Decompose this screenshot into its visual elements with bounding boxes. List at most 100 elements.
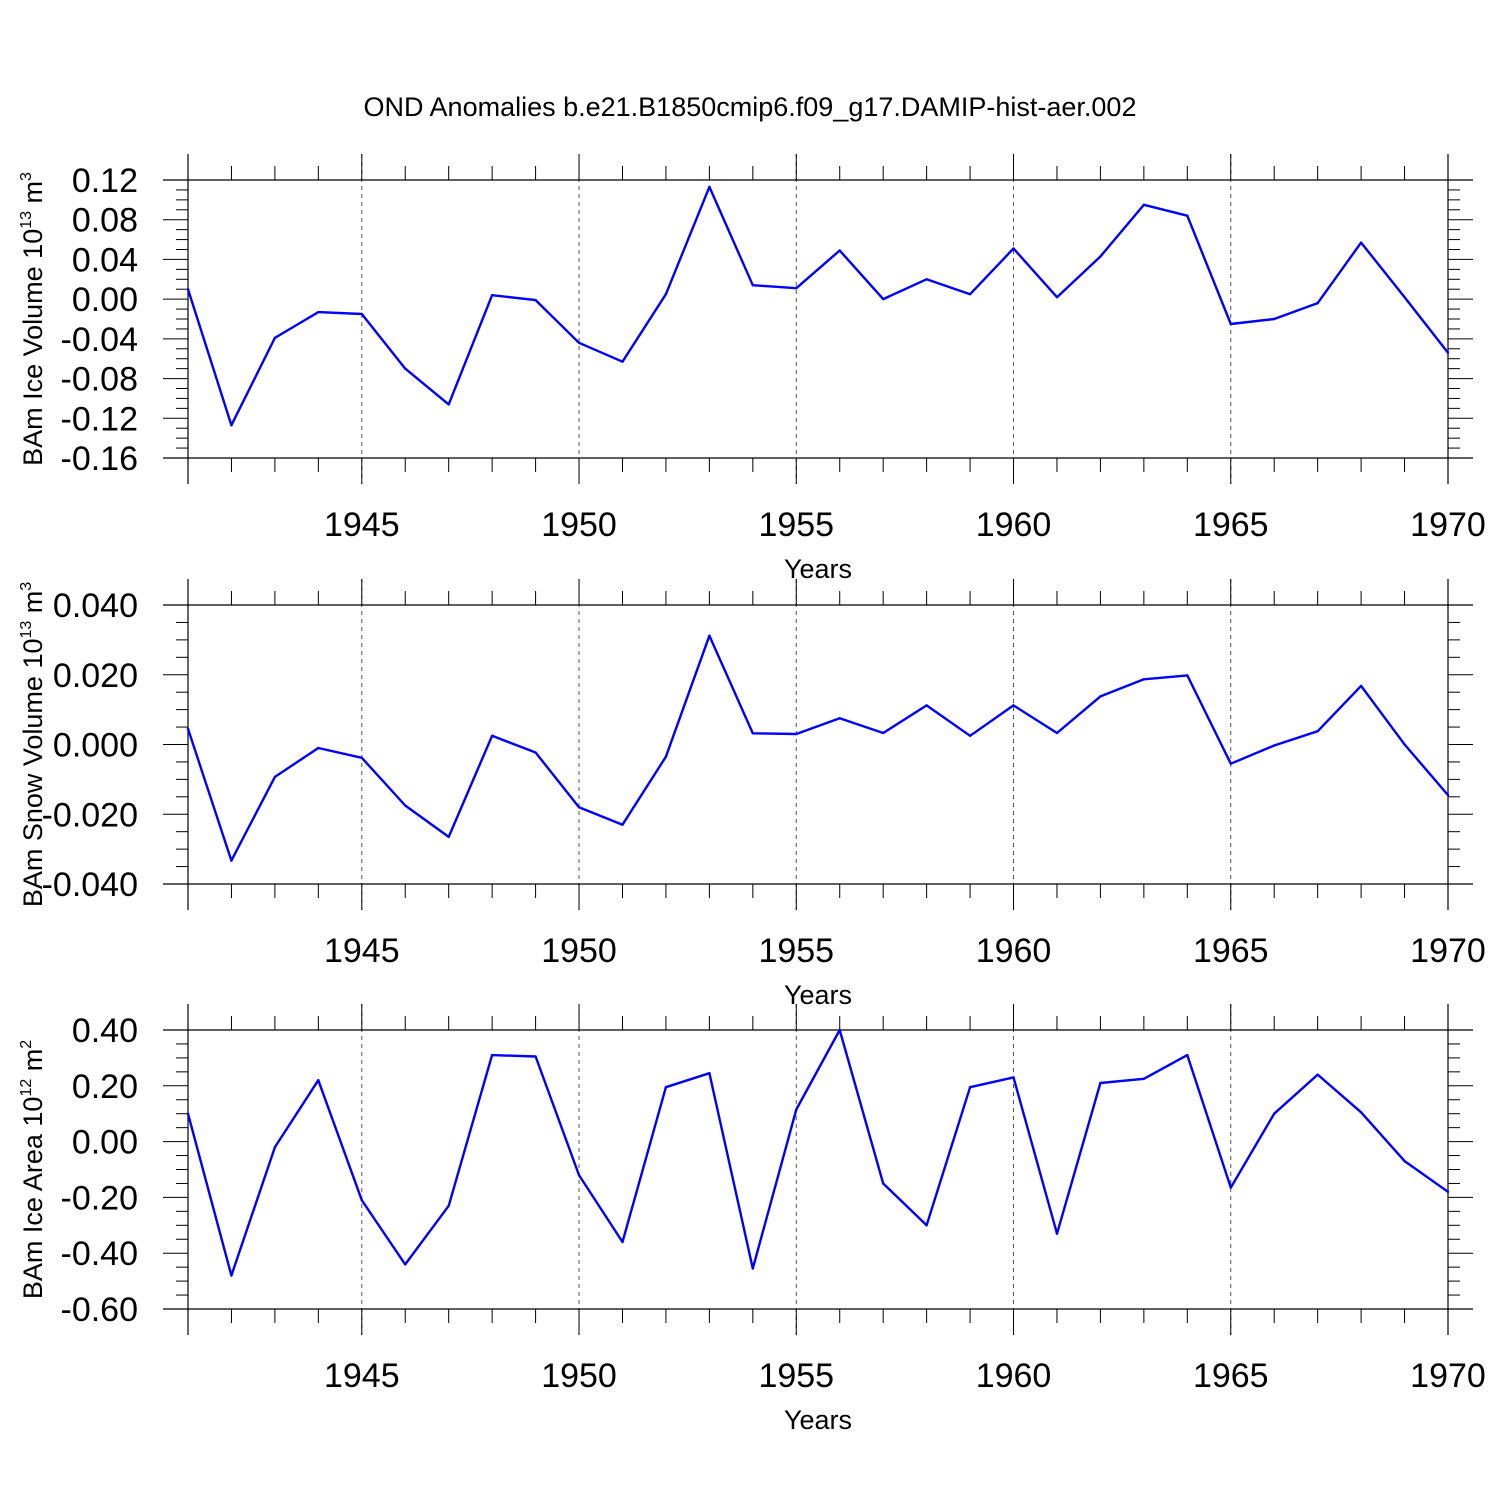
x-tick-label: 1955 [758, 932, 834, 970]
series-line [186, 1028, 1449, 1277]
data-point [273, 336, 277, 340]
y-axis-title-superscript: 3 [18, 582, 35, 591]
data-point [1229, 762, 1232, 765]
data-point [230, 424, 233, 427]
y-axis-title-superscript: 2 [18, 1040, 35, 1049]
y-tick-label: 0.00 [72, 1124, 138, 1162]
data-point [490, 293, 494, 297]
y-tick-label: -0.04 [61, 321, 139, 359]
y-tick-label: 0.08 [72, 202, 138, 240]
x-tick-label: 1970 [1410, 932, 1486, 970]
data-point [1316, 730, 1319, 733]
data-point [1403, 743, 1406, 746]
data-point [1012, 704, 1015, 707]
x-tick-label: 1965 [1193, 1357, 1269, 1395]
data-point [751, 1267, 755, 1270]
panel-snow-volume: 0.040 0.020 0.000 -0.020 -0.040 1945 1950 1955 1… [18, 579, 1486, 1010]
data-point [317, 1079, 320, 1082]
y-axis-title: BAm Ice Area 1012 m2 [18, 1040, 48, 1299]
data-point [1446, 351, 1450, 354]
data-point [360, 1198, 363, 1202]
x-axis-title: Years [784, 980, 852, 1010]
data-point [708, 1072, 711, 1075]
data-point [1403, 295, 1406, 299]
data-point [1186, 214, 1189, 217]
data-point [186, 288, 190, 291]
y-tick-label: -0.12 [61, 400, 139, 438]
data-point [577, 1173, 581, 1177]
data-point [838, 249, 841, 252]
x-tick-label: 1970 [1410, 506, 1486, 544]
data-point [925, 278, 928, 281]
data-point [838, 1028, 841, 1032]
x-axis-title: Years [784, 1405, 852, 1435]
data-point [534, 298, 537, 302]
data-point [751, 284, 755, 287]
x-tick-label: 1955 [758, 1357, 834, 1395]
y-axis-title: BAm Ice Volume 1013 m3 [18, 172, 48, 466]
data-point [1316, 301, 1319, 305]
y-axis-title-part: BAm Ice Volume 10 [18, 229, 48, 466]
data-point [534, 1055, 537, 1058]
data-point [1316, 1073, 1319, 1076]
data-point [621, 1240, 624, 1244]
data-point [273, 775, 277, 779]
data-point [317, 310, 320, 314]
y-tick-label: 0.000 [53, 727, 138, 765]
series-line [186, 634, 1449, 862]
data-point [1273, 1112, 1276, 1115]
data-point [447, 835, 450, 839]
y-tick-label: 0.040 [53, 587, 138, 625]
data-point [1099, 1081, 1102, 1085]
data-point [490, 734, 494, 737]
data-point [708, 634, 711, 637]
x-tick-label: 1945 [324, 1357, 400, 1395]
data-point [751, 732, 755, 735]
data-point [447, 403, 450, 406]
data-point [968, 1085, 972, 1089]
data-point [1446, 1190, 1450, 1194]
data-point [881, 731, 885, 735]
y-tick-label: 0.20 [72, 1068, 138, 1106]
data-point [838, 717, 841, 720]
y-axis-title-part: m [18, 591, 48, 621]
y-axis-title: BAm Snow Volume 1013 m3 [18, 582, 48, 907]
y-axis-title-part: BAm Snow Volume 10 [18, 639, 48, 908]
data-point [795, 1108, 798, 1111]
data-point [186, 727, 190, 731]
chart-title: OND Anomalies b.e21.B1850cmip6.f09_g17.D… [364, 92, 1137, 122]
y-tick-label: 0.12 [72, 162, 138, 200]
data-point [1055, 1232, 1059, 1235]
data-point [404, 1263, 407, 1266]
data-point [1446, 793, 1450, 797]
y-tick-label: -0.16 [61, 440, 139, 478]
x-axis-title: Years [784, 554, 852, 584]
y-tick-label: 0.020 [53, 657, 138, 695]
y-axis-title-superscript: 3 [18, 172, 35, 181]
x-tick-label: 1945 [324, 506, 400, 544]
x-tick-label: 1965 [1193, 506, 1269, 544]
x-tick-label: 1960 [976, 1357, 1052, 1395]
data-point [577, 806, 581, 809]
x-tick-label: 1950 [541, 932, 617, 970]
y-axis-title-superscript: 12 [18, 1079, 35, 1097]
data-point [1055, 295, 1059, 299]
data-point [317, 746, 320, 750]
y-tick-label: -0.60 [61, 1291, 139, 1329]
y-axis-title-superscript: 13 [18, 211, 35, 229]
data-point [1186, 674, 1189, 677]
data-point [404, 804, 407, 807]
data-point [1359, 1111, 1363, 1114]
data-point [404, 367, 407, 370]
data-point [1142, 678, 1146, 681]
data-point [577, 341, 581, 345]
data-point [925, 1224, 928, 1227]
data-point [1055, 731, 1059, 735]
data-point [273, 1145, 277, 1149]
y-tick-label: 0.04 [72, 241, 138, 279]
x-tick-label: 1965 [1193, 932, 1269, 970]
x-tick-label: 1955 [758, 506, 834, 544]
data-point [1142, 203, 1146, 207]
y-tick-label: -0.020 [42, 796, 138, 834]
data-point [1142, 1077, 1146, 1081]
